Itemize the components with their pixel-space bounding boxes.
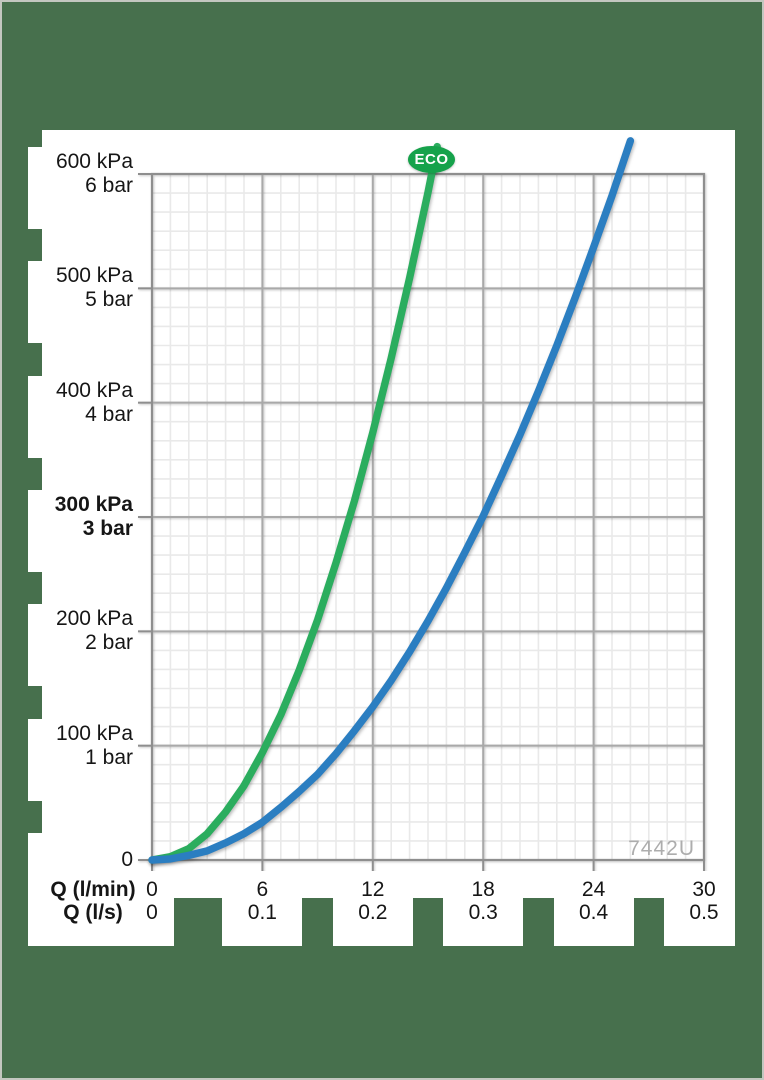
y-axis-label-kpa: 300 kPa — [54, 493, 133, 516]
x-axis-label-lmin: 30 — [692, 878, 716, 901]
x-label-block — [443, 898, 524, 946]
x-label-block — [553, 898, 634, 946]
x-axis-header-lmin: Q (l/min) — [50, 878, 136, 901]
y-label-block — [28, 604, 68, 687]
y-axis-label-bar: 5 bar — [85, 288, 133, 312]
y-axis-label: 100 kPa 1 bar — [28, 722, 133, 770]
y-axis-label-bar: 3 bar — [82, 517, 133, 540]
x-axis-label-ls: 0.1 — [247, 901, 277, 924]
flow-pressure-chart — [138, 137, 706, 871]
y-axis-label: 200 kPa 2 bar — [28, 607, 133, 655]
y-axis-label: 400 kPa 4 bar — [28, 379, 133, 427]
y-label-block — [28, 490, 68, 572]
y-axis-label: 0 — [28, 848, 133, 872]
curve-eco — [148, 142, 441, 864]
x-axis-label-ls: 0 — [146, 901, 158, 924]
eco-badge-label: ECO — [414, 151, 449, 168]
y-axis-label-kpa: 600 kPa — [55, 150, 133, 173]
y-axis-label: 300 kPa 3 bar — [28, 493, 133, 541]
y-label-block — [28, 718, 68, 801]
x-axis-label-lmin: 0 — [146, 878, 158, 901]
x-label-block — [664, 898, 735, 946]
x-label-block — [222, 898, 303, 946]
x-label-block — [332, 898, 413, 946]
y-axis-label: 600 kPa 6 bar — [28, 150, 133, 198]
x-label-block — [28, 898, 174, 946]
y-axis-label-bar: 1 bar — [85, 745, 133, 769]
y-axis-label-kpa: 400 kPa — [55, 378, 133, 402]
x-axis-label-lmin: 18 — [471, 878, 495, 901]
chart-panel-background — [42, 130, 735, 871]
eco-badge: ECO — [408, 146, 455, 173]
y-axis-label-kpa: 100 kPa — [55, 721, 133, 745]
y-axis-label-bar: 2 bar — [85, 631, 133, 655]
x-axis-label-lmin: 6 — [256, 878, 269, 901]
y-label-block — [28, 375, 68, 458]
x-axis-label-ls: 0.4 — [578, 901, 609, 924]
x-axis-label-ls: 0.2 — [358, 901, 388, 924]
x-axis-label-lmin: 24 — [581, 878, 606, 901]
x-label-band — [28, 871, 735, 898]
x-axis-label-ls: 0.3 — [468, 901, 498, 924]
x-axis-label-ls: 0.5 — [689, 901, 719, 924]
y-axis-label-bar: 6 bar — [85, 174, 133, 197]
y-axis-label-kpa: 0 — [121, 848, 133, 871]
y-axis-label: 500 kPa 5 bar — [28, 264, 133, 312]
y-axis-label-bar: 4 bar — [85, 402, 133, 426]
curve-standard — [148, 137, 635, 864]
model-code-watermark: 7442U — [628, 837, 695, 860]
y-axis-label-kpa: 500 kPa — [55, 264, 133, 288]
major-gridlines — [138, 172, 706, 871]
x-axis-header-ls: Q (l/s) — [63, 901, 123, 924]
y-label-block — [28, 261, 68, 344]
y-label-block — [28, 147, 68, 229]
y-axis-label-kpa: 200 kPa — [55, 607, 133, 631]
x-axis-label-lmin: 12 — [361, 878, 385, 901]
